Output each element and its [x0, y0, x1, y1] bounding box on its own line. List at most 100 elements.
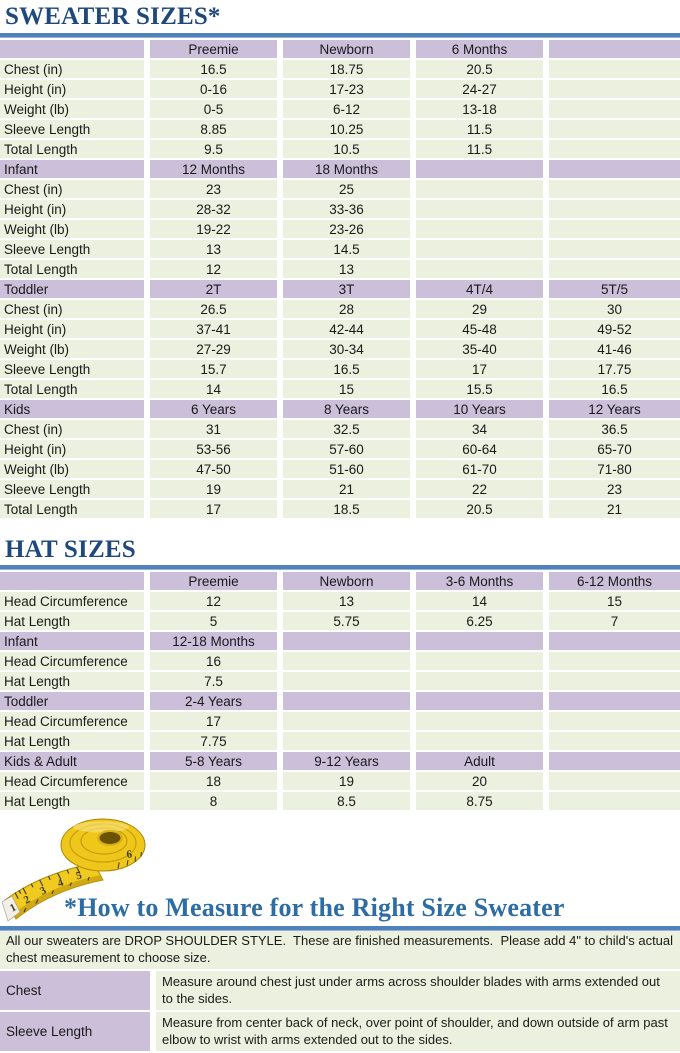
value-cell: 18.5	[283, 500, 416, 520]
value-cell	[283, 732, 416, 752]
value-cell: 8 Years	[283, 400, 416, 420]
value-cell: 17	[150, 500, 283, 520]
value-cell	[549, 180, 680, 200]
value-cell: 71-80	[549, 460, 680, 480]
value-cell: 10.25	[283, 120, 416, 140]
value-cell	[416, 632, 549, 652]
value-cell: 47-50	[150, 460, 283, 480]
value-cell: 45-48	[416, 320, 549, 340]
value-cell: 5-8 Years	[150, 752, 283, 772]
value-cell	[549, 692, 680, 712]
value-cell: 51-60	[283, 460, 416, 480]
value-cell: 28-32	[150, 200, 283, 220]
value-cell: 19-22	[150, 220, 283, 240]
value-cell: 7	[549, 612, 680, 632]
value-cell: Preemie	[150, 572, 283, 592]
value-cell: 14.5	[283, 240, 416, 260]
value-cell: 16.5	[150, 60, 283, 80]
value-cell: 11.5	[416, 120, 549, 140]
value-cell: 19	[283, 772, 416, 792]
value-cell: 13	[283, 260, 416, 280]
value-cell: 5	[150, 612, 283, 632]
row-label-cell: Head Circumference	[0, 592, 150, 612]
value-cell	[549, 752, 680, 772]
value-cell: 11.5	[416, 140, 549, 160]
value-cell	[416, 240, 549, 260]
divider-rule	[0, 33, 680, 38]
value-cell: 13	[283, 592, 416, 612]
value-cell: 20.5	[416, 60, 549, 80]
value-cell: 30-34	[283, 340, 416, 360]
value-cell	[283, 652, 416, 672]
value-cell: 33-36	[283, 200, 416, 220]
row-label-cell: Height (in)	[0, 440, 150, 460]
value-cell: 6-12	[283, 100, 416, 120]
value-cell	[549, 220, 680, 240]
value-cell	[416, 672, 549, 692]
tape-coil: 6	[61, 819, 145, 871]
value-cell: 0-5	[150, 100, 283, 120]
row-label-cell: Weight (lb)	[0, 100, 150, 120]
value-cell: 2-4 Years	[150, 692, 283, 712]
value-cell: 12	[150, 592, 283, 612]
value-cell	[416, 712, 549, 732]
value-cell	[416, 652, 549, 672]
value-cell: 16	[150, 652, 283, 672]
measure-row-label: Chest	[0, 971, 156, 1010]
value-cell	[549, 632, 680, 652]
divider-rule	[0, 565, 680, 570]
value-cell: 8.85	[150, 120, 283, 140]
value-cell: 14	[150, 380, 283, 400]
row-label-cell: Infant	[0, 632, 150, 652]
value-cell: 24-27	[416, 80, 549, 100]
value-cell: 53-56	[150, 440, 283, 460]
row-label-cell: Hat Length	[0, 732, 150, 752]
measure-intro-text: All our sweaters are DROP SHOULDER STYLE…	[0, 931, 680, 971]
measure-row-description: Measure from center back of neck, over p…	[156, 1012, 680, 1051]
value-cell: 23	[150, 180, 283, 200]
value-cell	[549, 200, 680, 220]
row-label-cell: Total Length	[0, 380, 150, 400]
sweater-sizes-title: SWEATER SIZES*	[5, 3, 680, 30]
row-label-cell: Sleeve Length	[0, 120, 150, 140]
value-cell	[283, 672, 416, 692]
row-label-cell	[0, 572, 150, 592]
value-cell: 7.75	[150, 732, 283, 752]
value-cell: 6.25	[416, 612, 549, 632]
row-label-cell: Head Circumference	[0, 652, 150, 672]
value-cell: 12 Years	[549, 400, 680, 420]
value-cell: 6 Years	[150, 400, 283, 420]
value-cell: 0-16	[150, 80, 283, 100]
row-label-cell: Kids	[0, 400, 150, 420]
value-cell	[549, 672, 680, 692]
row-label-cell: Toddler	[0, 280, 150, 300]
measure-header: 1 2 3 4 5 6 *How to Measure for the Righ…	[0, 812, 680, 924]
value-cell: Newborn	[283, 572, 416, 592]
value-cell: 32.5	[283, 420, 416, 440]
value-cell: 13	[150, 240, 283, 260]
value-cell: 3-6 Months	[416, 572, 549, 592]
value-cell: 18	[150, 772, 283, 792]
value-cell	[549, 40, 680, 60]
value-cell	[283, 632, 416, 652]
value-cell: 5T/5	[549, 280, 680, 300]
value-cell: 20	[416, 772, 549, 792]
value-cell: 30	[549, 300, 680, 320]
value-cell: 6 Months	[416, 40, 549, 60]
value-cell: 19	[150, 480, 283, 500]
value-cell: 12 Months	[150, 160, 283, 180]
measure-row-sleeve-length: Sleeve Length Measure from center back o…	[0, 1012, 680, 1053]
